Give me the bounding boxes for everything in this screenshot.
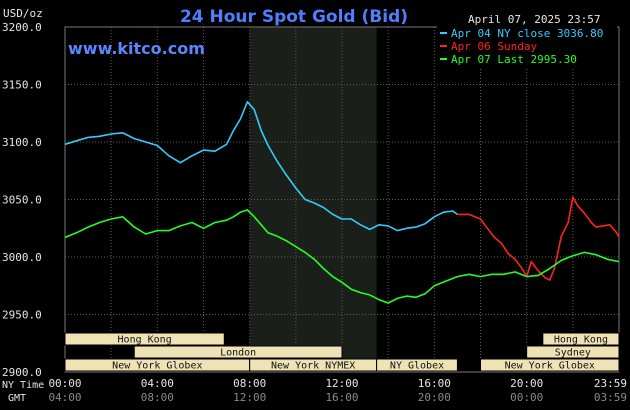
date-label: April 07, 2025 23:57: [468, 13, 600, 26]
x-tick-label-gmt: 03:59: [594, 391, 627, 404]
series-line-apr07: [64, 209, 620, 304]
legend-entry: Apr 04 NY close 3036.80: [451, 27, 603, 40]
x-tick-label-ny: 00:00: [48, 377, 81, 390]
chart-title: 24 Hour Spot Gold (Bid): [180, 7, 408, 27]
highlight-layer: [249, 27, 377, 372]
y-tick-label: 3050.0: [2, 194, 42, 207]
market-session-label: New York Globex: [112, 361, 202, 372]
x-tick-label-gmt: 16:00: [325, 391, 358, 404]
series-line-apr06: [457, 196, 620, 281]
y-tick-label: 3150.0: [2, 79, 42, 92]
series-layer: [64, 101, 620, 304]
series-line-apr04: [64, 101, 458, 232]
market-session-label: New York Globex: [505, 361, 595, 372]
unit-label: USD/oz: [3, 7, 43, 20]
nymex-highlight-band: [249, 27, 377, 372]
market-session-box: [480, 358, 620, 372]
x-tick-label-ny: 23:59: [594, 377, 627, 390]
market-session-box: [542, 332, 620, 346]
gmt-label: GMT: [8, 393, 26, 404]
x-tick-label-ny: 12:00: [325, 377, 358, 390]
market-session-label: Sydney: [555, 348, 591, 359]
y-tick-label: 3000.0: [2, 251, 42, 264]
market-session-box: [133, 345, 343, 359]
y-tick-label: 3200.0: [2, 21, 42, 34]
y-tick-label: 2950.0: [2, 309, 42, 322]
y-tick-label: 2900.0: [2, 366, 42, 379]
market-session-box: [376, 358, 458, 372]
brand-watermark[interactable]: www.kitco.com: [68, 39, 205, 58]
market-session-label: London: [220, 348, 256, 359]
x-tick-label-gmt: 04:00: [48, 391, 81, 404]
tick-layer: 2900.0 2950.0 3000.0 3050.0 3100.0 3150.0 3200…: [2, 21, 627, 404]
market-session-label: New York NYMEX: [271, 361, 355, 372]
x-tick-label-gmt: 20:00: [418, 391, 451, 404]
market-sessions: Hong Kong London New York Globex New York N…: [64, 332, 620, 372]
x-tick-label-gmt: 08:00: [141, 391, 174, 404]
x-tick-label-ny: 20:00: [510, 377, 543, 390]
market-session-label: Hong Kong: [554, 335, 608, 346]
x-tick-label-ny: 08:00: [233, 377, 266, 390]
x-tick-label-gmt: 12:00: [233, 391, 266, 404]
market-session-box: [64, 332, 225, 346]
market-session-box: [526, 345, 620, 359]
x-tick-label-ny: 16:00: [418, 377, 451, 390]
ny-time-label: NY Time: [2, 380, 44, 391]
market-session-label: Hong Kong: [118, 335, 172, 346]
market-session-label: NY Globex: [390, 361, 444, 372]
y-tick-label: 3100.0: [2, 136, 42, 149]
x-tick-label-ny: 04:00: [141, 377, 174, 390]
plot-frame: [64, 26, 620, 373]
x-tick-label-gmt: 00:00: [510, 391, 543, 404]
legend-entry: Apr 07 Last 2995.30: [451, 53, 577, 66]
legend-box: [437, 26, 617, 67]
grid-layer: [64, 26, 620, 373]
legend-entry: Apr 06 Sunday: [451, 40, 537, 53]
